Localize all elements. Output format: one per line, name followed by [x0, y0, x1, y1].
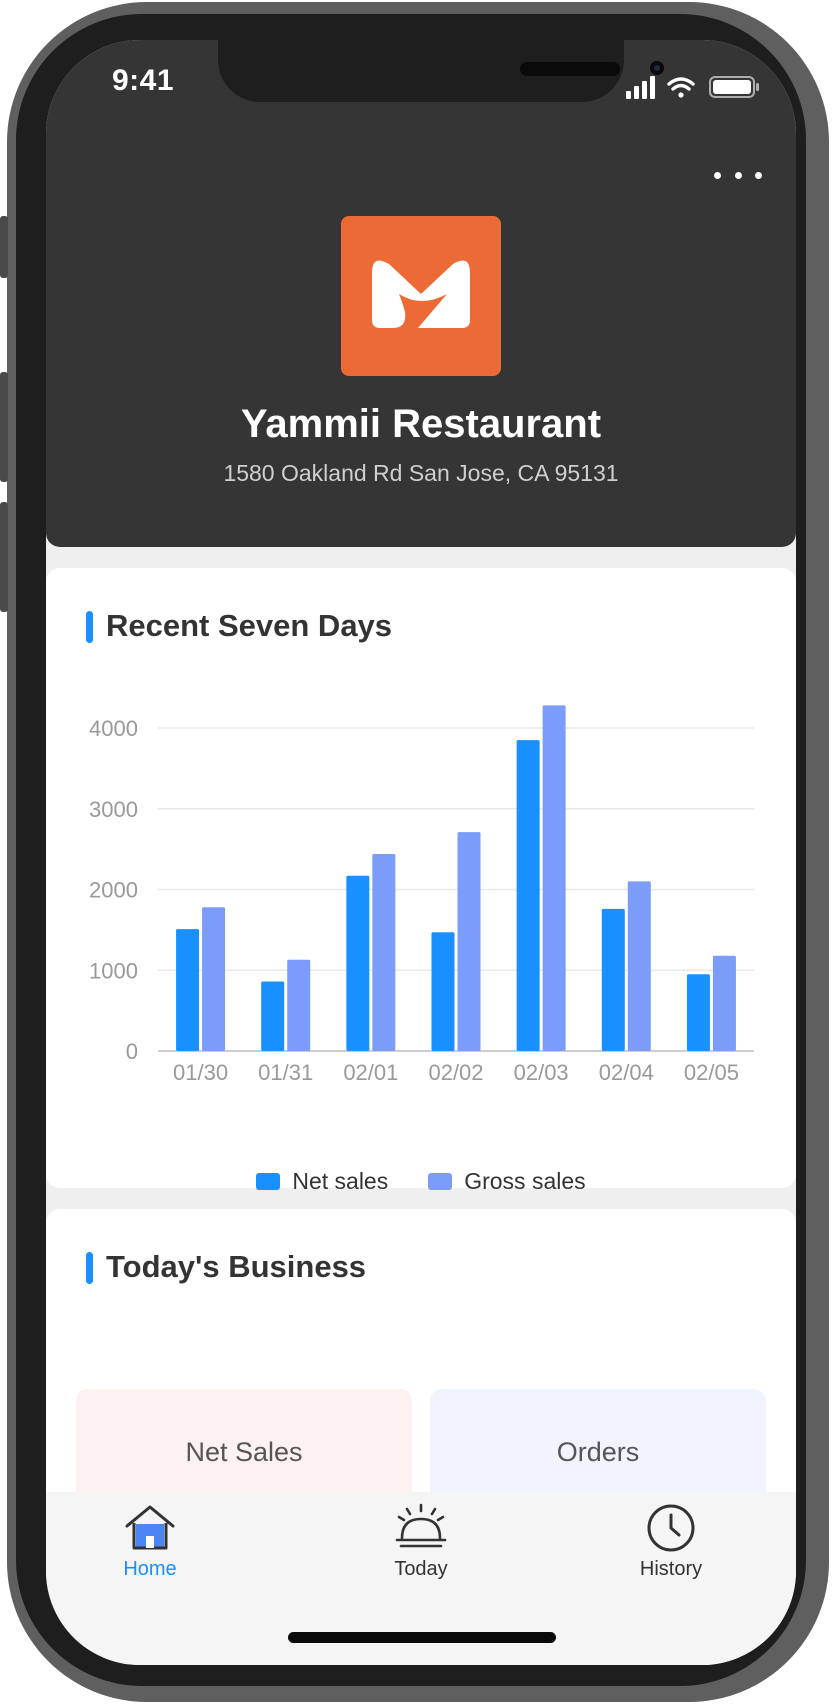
signal-icon: [626, 76, 655, 99]
clock-icon: [647, 1504, 695, 1552]
x-tick-label: 02/01: [343, 1060, 398, 1085]
x-tick-label: 02/02: [428, 1060, 483, 1085]
tab-history-label: History: [639, 1558, 703, 1580]
bar-gross-sales[interactable]: [457, 832, 481, 1051]
wifi-icon: [667, 77, 695, 98]
bar-net-sales[interactable]: [516, 740, 540, 1051]
net-sales-tile[interactable]: Net Sales: [76, 1389, 412, 1509]
legend-swatch-gross: [428, 1173, 453, 1190]
volume-down-button: [0, 502, 8, 612]
chart-bars: [176, 705, 736, 1051]
legend-label-net: Net sales: [292, 1168, 389, 1194]
tab-today-label: Today: [394, 1558, 448, 1580]
tab-home[interactable]: Home: [70, 1502, 230, 1602]
volume-up-button: [0, 372, 8, 482]
chart-gridlines: [158, 727, 754, 1052]
bar-net-sales[interactable]: [176, 929, 200, 1051]
y-tick-label: 1000: [89, 958, 138, 983]
service-bell-icon: [395, 1503, 447, 1548]
recent-card-title: Recent Seven Days: [86, 608, 392, 644]
y-axis-ticks: 0 1000 2000 3000 4000: [89, 716, 138, 1064]
y-tick-label: 0: [126, 1039, 138, 1064]
sales-bar-chart: 0 1000 2000 3000 4000 01/30 01/31 02/01 02/02 02…: [89, 705, 754, 1085]
recent-seven-days-card: Recent Seven Days 0 1000 2000 3000 4000 01/3…: [46, 568, 796, 1194]
app-screen: 9:41: [46, 40, 796, 1665]
x-tick-label: 02/05: [684, 1060, 739, 1085]
business-card-title: Today's Business: [86, 1249, 366, 1285]
x-tick-label: 01/31: [258, 1060, 313, 1085]
y-tick-label: 2000: [89, 878, 138, 903]
yammii-logo-icon: [372, 260, 470, 328]
y-tick-label: 4000: [89, 716, 138, 741]
x-axis-ticks: 01/30 01/31 02/01 02/02 02/03 02/04 02/05: [173, 1060, 739, 1085]
y-tick-label: 3000: [89, 797, 138, 822]
home-indicator[interactable]: [288, 1632, 556, 1643]
bar-net-sales[interactable]: [346, 875, 370, 1051]
legend-gross-sales[interactable]: Gross sales: [428, 1168, 586, 1195]
net-sales-label: Net Sales: [185, 1437, 303, 1467]
tab-history[interactable]: History: [591, 1502, 751, 1602]
battery-icon: [709, 76, 759, 98]
tab-home-label: Home: [123, 1558, 177, 1580]
legend-label-gross: Gross sales: [464, 1168, 586, 1194]
orders-label: Orders: [556, 1437, 640, 1467]
tab-today[interactable]: Today: [341, 1502, 501, 1602]
legend-swatch-net: [256, 1173, 281, 1190]
bar-gross-sales[interactable]: [542, 705, 566, 1051]
front-camera: [650, 61, 664, 75]
speaker-grille: [520, 62, 620, 76]
legend-net-sales[interactable]: Net sales: [256, 1168, 388, 1195]
status-time: 9:41: [112, 64, 175, 97]
orders-tile[interactable]: Orders: [430, 1389, 766, 1509]
chart-legend: Net sales Gross sales: [46, 1168, 796, 1195]
bar-net-sales[interactable]: [431, 932, 455, 1051]
bar-net-sales[interactable]: [261, 981, 285, 1051]
restaurant-name: Yammii Restaurant: [240, 402, 602, 446]
bar-gross-sales[interactable]: [372, 853, 396, 1051]
status-icons: [626, 76, 759, 99]
bar-gross-sales[interactable]: [712, 955, 736, 1051]
more-dots-icon: [714, 171, 721, 179]
restaurant-address: 1580 Oakland Rd San Jose, CA 95131: [223, 460, 619, 486]
more-options-button[interactable]: [714, 160, 762, 190]
x-tick-label: 01/30: [173, 1060, 228, 1085]
bar-gross-sales[interactable]: [287, 959, 311, 1051]
bar-net-sales[interactable]: [686, 974, 710, 1051]
x-tick-label: 02/04: [599, 1060, 654, 1085]
bar-gross-sales[interactable]: [202, 907, 226, 1051]
x-tick-label: 02/03: [514, 1060, 569, 1085]
restaurant-logo: [341, 216, 501, 376]
bar-net-sales[interactable]: [601, 908, 625, 1051]
mute-switch: [0, 216, 8, 278]
home-icon: [125, 1505, 175, 1550]
restaurant-header: 9:41: [46, 40, 796, 547]
bar-gross-sales[interactable]: [627, 881, 651, 1051]
notch: [218, 40, 664, 102]
